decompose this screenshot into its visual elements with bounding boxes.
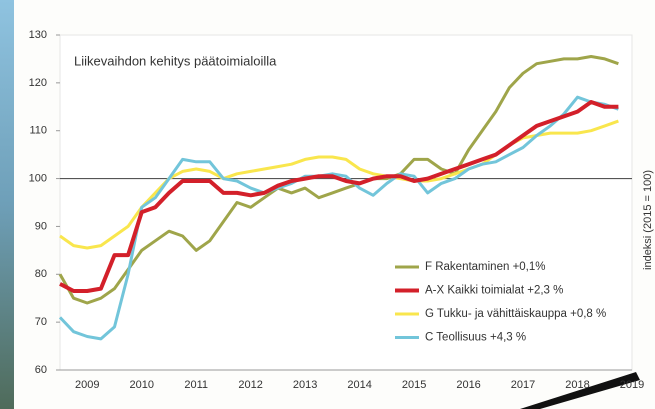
x-tick-label: 2015 bbox=[402, 379, 426, 391]
y-tick-label: 70 bbox=[35, 316, 47, 328]
x-tick-label: 2017 bbox=[511, 379, 535, 391]
y-tick-label: 90 bbox=[35, 220, 47, 232]
x-tick-label: 2013 bbox=[293, 379, 317, 391]
photo-strip bbox=[0, 0, 14, 409]
chart: Liikevaihdon kehitys päätoimialoilla ind… bbox=[0, 0, 655, 409]
y-tick-label: 120 bbox=[29, 77, 47, 89]
y-tick-label: 100 bbox=[29, 172, 47, 184]
x-tick-label: 2011 bbox=[184, 379, 208, 391]
y-tick-label: 110 bbox=[29, 125, 47, 137]
y-tick-label: 130 bbox=[29, 29, 47, 41]
x-tick-label: 2018 bbox=[565, 379, 589, 391]
page: Liikevaihdon kehitys päätoimialoilla ind… bbox=[0, 0, 655, 409]
legend-label: F Rakentaminen +0,1% bbox=[425, 261, 546, 273]
x-tick-label: 2014 bbox=[347, 379, 371, 391]
legend-label: C Teollisuus +4,3 % bbox=[425, 332, 526, 344]
chart-title: Liikevaihdon kehitys päätoimialoilla bbox=[74, 53, 277, 68]
x-tick-label: 2009 bbox=[75, 379, 99, 391]
y-axis-label: indeksi (2015 = 100) bbox=[642, 170, 654, 270]
x-tick-label: 2019 bbox=[620, 379, 644, 391]
x-tick-label: 2016 bbox=[456, 379, 480, 391]
x-tick-label: 2010 bbox=[129, 379, 153, 391]
x-tick-label: 2012 bbox=[238, 379, 262, 391]
y-tick-label: 80 bbox=[35, 268, 47, 280]
legend-label: A-X Kaikki toimialat +2,3 % bbox=[425, 285, 563, 297]
legend-label: G Tukku- ja vähittäiskauppa +0,8 % bbox=[425, 308, 606, 320]
y-tick-label: 60 bbox=[35, 364, 47, 376]
